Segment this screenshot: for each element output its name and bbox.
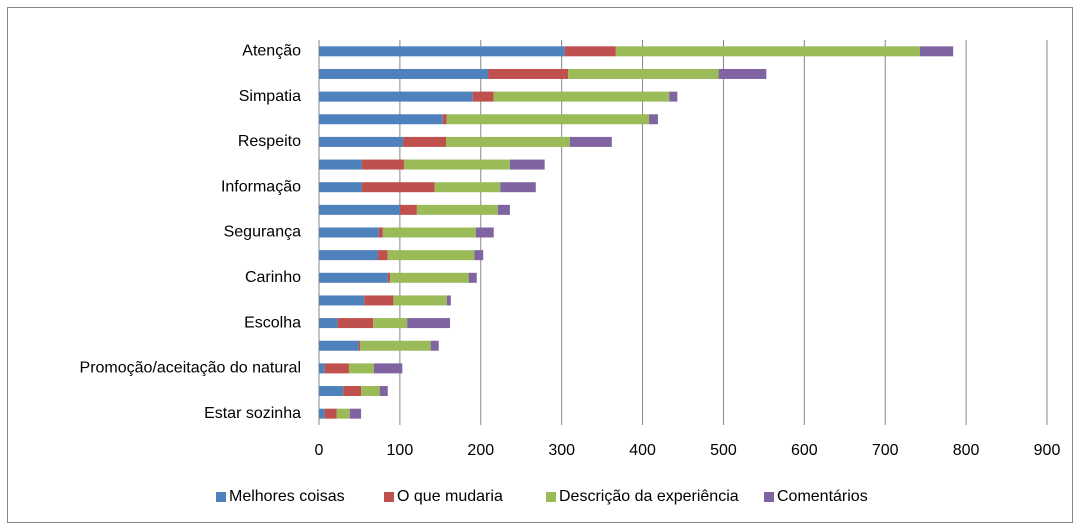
bar-segment — [403, 136, 446, 147]
bar-segment — [615, 46, 921, 57]
bar-segment — [324, 408, 337, 419]
bar-segment — [387, 250, 475, 261]
bar-segment — [500, 182, 536, 193]
legend-label: O que mudaria — [397, 488, 503, 505]
bar-segment — [403, 159, 510, 170]
bar-segment — [319, 386, 344, 397]
bar-segment — [493, 91, 670, 102]
bar-segment — [324, 363, 349, 374]
bar-segment — [374, 363, 403, 374]
bar-segment — [568, 68, 719, 79]
bar-segment — [509, 159, 545, 170]
bar-segment — [564, 46, 616, 57]
bar-segment — [497, 204, 510, 215]
bar-segment — [337, 318, 374, 329]
bar-segment — [416, 204, 498, 215]
bar-segment — [373, 318, 408, 329]
bar-segment — [475, 227, 494, 238]
bar-segment — [472, 91, 494, 102]
x-tick-label: 300 — [548, 442, 575, 459]
bar-segment — [319, 136, 404, 147]
x-tick-label: 900 — [1034, 442, 1061, 459]
bar-segment — [319, 68, 489, 79]
bar-segment — [319, 272, 388, 283]
bar-segment — [649, 114, 658, 125]
y-tick-label: Simpatia — [239, 88, 301, 105]
bar-segment — [430, 340, 439, 351]
y-tick-label: Escolha — [244, 314, 301, 331]
x-tick-label: 800 — [953, 442, 980, 459]
bar-segment — [319, 46, 565, 57]
bar-segment — [319, 227, 379, 238]
bar-segment — [348, 363, 375, 374]
bar-segment — [407, 318, 451, 329]
legend-label: Comentários — [777, 488, 868, 505]
bar-segment — [319, 363, 325, 374]
bar-segment — [361, 159, 404, 170]
y-tick-label: Promoção/aceitação do natural — [80, 360, 301, 377]
y-tick-label: Estar sozinha — [204, 405, 301, 422]
bar-segment — [319, 159, 362, 170]
x-tick-label: 500 — [710, 442, 737, 459]
x-tick-label: 100 — [387, 442, 414, 459]
bar-segment — [387, 272, 391, 283]
bar-segment — [319, 295, 365, 306]
legend-label: Descrição da experiência — [559, 488, 739, 505]
bar-segment — [361, 182, 435, 193]
bar-segment — [446, 114, 650, 125]
y-tick-label: Segurança — [224, 224, 301, 241]
bar-segment — [390, 272, 469, 283]
bar-segment — [445, 136, 570, 147]
legend-swatch — [764, 492, 774, 502]
bar-segment — [378, 227, 383, 238]
bar-segment — [343, 386, 362, 397]
bar-segment — [336, 408, 350, 419]
bar-segment — [361, 386, 380, 397]
bar-segment — [319, 340, 359, 351]
bar-segment — [669, 91, 678, 102]
bar-segment — [319, 91, 473, 102]
bar-segment — [360, 340, 431, 351]
bar-segment — [319, 182, 362, 193]
x-tick-label: 400 — [629, 442, 656, 459]
y-tick-label: Informação — [221, 178, 301, 195]
bar-segment — [349, 408, 362, 419]
bar-segment — [399, 204, 417, 215]
legend-label: Melhores coisas — [229, 488, 345, 505]
x-tick-label: 0 — [315, 442, 324, 459]
bar-segment — [434, 182, 501, 193]
bar-segment — [358, 340, 361, 351]
bar-segment — [364, 295, 394, 306]
bar-segment — [569, 136, 612, 147]
x-tick-label: 600 — [791, 442, 818, 459]
bar-segment — [378, 250, 388, 261]
bar-segment — [446, 295, 451, 306]
bar-segment — [319, 204, 400, 215]
chart-frame — [7, 7, 1073, 523]
y-tick-label: Atenção — [242, 43, 301, 60]
y-tick-label: Respeito — [238, 133, 301, 150]
bar-segment — [319, 114, 443, 125]
bar-segment — [393, 295, 447, 306]
bar-segment — [319, 250, 379, 261]
bar-segment — [442, 114, 447, 125]
bar-segment — [920, 46, 954, 57]
bar-segment — [468, 272, 477, 283]
bar-segment — [319, 318, 338, 329]
legend-swatch — [546, 492, 556, 502]
x-tick-label: 700 — [872, 442, 899, 459]
legend-swatch — [216, 492, 226, 502]
bar-segment — [382, 227, 476, 238]
x-tick-label: 200 — [467, 442, 494, 459]
bar-segment — [319, 408, 325, 419]
bar-segment — [488, 68, 569, 79]
bar-segment — [474, 250, 484, 261]
bar-segment — [718, 68, 767, 79]
y-tick-label: Carinho — [245, 269, 301, 286]
bar-segment — [379, 386, 388, 397]
legend-swatch — [384, 492, 394, 502]
